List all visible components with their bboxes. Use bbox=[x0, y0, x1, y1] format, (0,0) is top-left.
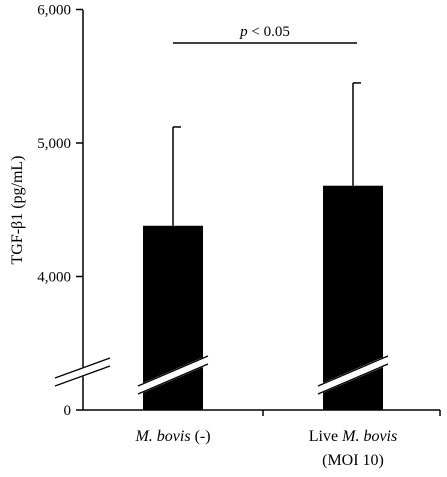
break-line bbox=[137, 363, 209, 395]
break-gap bbox=[316, 355, 390, 395]
y-tick-label: 6,000 bbox=[37, 3, 71, 19]
axes bbox=[82, 10, 440, 411]
y-ticks: 0 4,000 5,000 6,000 bbox=[37, 3, 441, 419]
break-line bbox=[54, 365, 111, 387]
category-label: Live M. bovis bbox=[309, 428, 397, 445]
category-label: M. bovis (-) bbox=[134, 428, 210, 445]
category-label-line2: (MOI 10) bbox=[322, 452, 384, 469]
p-symbol: p bbox=[239, 24, 248, 40]
category-prefix: Live bbox=[309, 428, 342, 445]
break-gap bbox=[53, 357, 112, 387]
y-axis-label: TGF-β1 (pg/mL) bbox=[9, 155, 26, 264]
y-tick-label: 5,000 bbox=[37, 136, 71, 152]
axis-breaks bbox=[53, 355, 390, 395]
y-tick-label: 0 bbox=[64, 403, 72, 419]
break-line bbox=[54, 357, 111, 379]
bars bbox=[143, 82, 383, 410]
break-gap bbox=[136, 355, 210, 395]
break-line bbox=[317, 363, 389, 395]
break-line bbox=[317, 355, 389, 387]
category-italic: M. bovis bbox=[134, 428, 190, 445]
category-italic: M. bovis bbox=[341, 428, 397, 445]
significance-threshold: < 0.05 bbox=[248, 24, 290, 40]
y-tick-label: 4,000 bbox=[37, 270, 71, 286]
significance-bracket: p < 0.05 bbox=[173, 24, 357, 44]
significance-label: p < 0.05 bbox=[239, 24, 290, 40]
break-line bbox=[137, 355, 209, 387]
category-rest: (-) bbox=[191, 428, 211, 445]
category-labels: M. bovis (-) Live M. bovis (MOI 10) bbox=[134, 428, 397, 469]
